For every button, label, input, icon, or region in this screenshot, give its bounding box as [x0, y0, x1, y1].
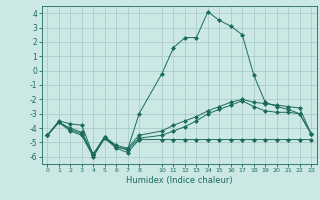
X-axis label: Humidex (Indice chaleur): Humidex (Indice chaleur) — [126, 176, 233, 185]
